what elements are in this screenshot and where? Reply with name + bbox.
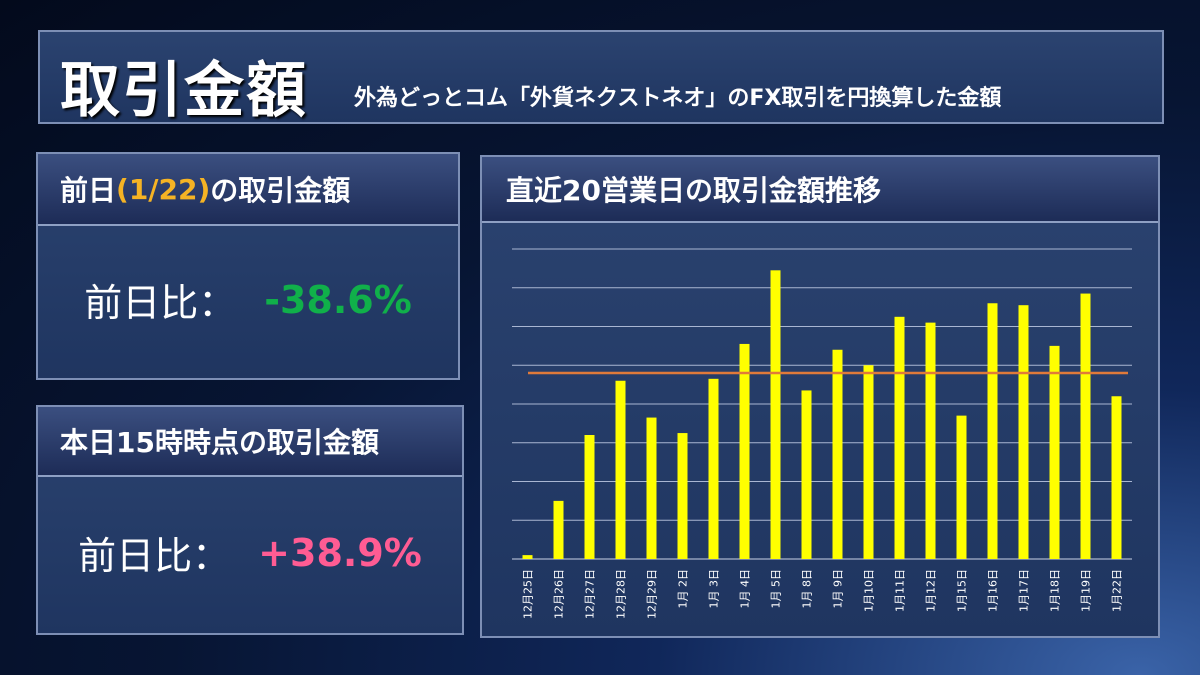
bar: [832, 349, 843, 559]
previous-day-stat-value: -38.6%: [264, 277, 412, 322]
bar: [708, 378, 719, 559]
bar: [584, 435, 595, 559]
bar: [894, 316, 905, 559]
bar-chart: 12月25日 12月26日 12月27日 12月28日 12月29日 1月 2日 1月 3日…: [512, 248, 1132, 619]
today-stat-label: 前日比：: [78, 534, 231, 578]
page-title: 取引金額: [60, 56, 308, 126]
previous-day-card-header: 前日 (1/22) の取引金額: [38, 154, 458, 226]
x-tick-label: 12月29日: [646, 569, 659, 619]
today-stat: 前日比： +38.9%: [38, 525, 462, 580]
bar: [553, 500, 564, 559]
today-card-header: 本日15時時点の取引金額: [38, 407, 462, 477]
x-tick-label: 1月22日: [1111, 569, 1124, 612]
today-stat-value: +38.9%: [258, 530, 422, 575]
chart-panel: 直近20営業日の取引金額推移 12月25日 12月26日 12月27日 12月28日 1…: [480, 155, 1160, 638]
bar: [615, 380, 626, 559]
x-tick-label: 1月 2日: [677, 569, 690, 609]
x-tick-label: 12月28日: [615, 569, 628, 619]
x-tick-label: 1月 9日: [832, 569, 845, 609]
previous-day-stat: 前日比： -38.6%: [38, 272, 458, 327]
x-tick-label: 1月 3日: [708, 569, 721, 609]
page-subtitle: 外為どっとコム「外貨ネクストネオ」のFX取引を円換算した金額: [354, 86, 1002, 111]
x-tick-label: 1月11日: [894, 569, 907, 612]
bar: [1018, 305, 1029, 559]
previous-day-title-prefix: 前日: [60, 174, 117, 207]
title-bar: 取引金額 外為どっとコム「外貨ネクストネオ」のFX取引を円換算した金額: [38, 30, 1164, 126]
previous-day-stat-label: 前日比：: [84, 281, 237, 325]
bar: [863, 365, 874, 559]
x-tick-label: 1月 4日: [739, 569, 752, 609]
bar: [925, 322, 936, 559]
x-tick-label: 1月16日: [987, 569, 1000, 612]
bar: [801, 390, 812, 559]
x-tick-label: 1月15日: [956, 569, 969, 612]
bar: [739, 343, 750, 559]
bar: [1080, 293, 1091, 559]
bar: [677, 433, 688, 559]
bar: [646, 417, 657, 559]
bar: [770, 270, 781, 559]
bar: [1111, 396, 1122, 559]
x-tick-label: 1月17日: [1018, 569, 1031, 612]
previous-day-card: 前日 (1/22) の取引金額 前日比： -38.6%: [36, 152, 460, 380]
bar: [1049, 345, 1060, 559]
x-tick-label: 1月10日: [863, 569, 876, 612]
x-tick-label: 1月19日: [1080, 569, 1093, 612]
bar: [956, 415, 967, 559]
x-tick-label: 1月12日: [925, 569, 938, 612]
x-tick-label: 12月27日: [584, 569, 597, 619]
x-tick-label: 1月 5日: [770, 569, 783, 609]
x-tick-label: 12月26日: [553, 569, 566, 619]
previous-day-date: (1/22): [116, 172, 211, 206]
bar: [987, 303, 998, 559]
chart-title: 直近20営業日の取引金額推移: [482, 157, 1158, 223]
today-card: 本日15時時点の取引金額 前日比： +38.9%: [36, 405, 464, 635]
previous-day-title-suffix: の取引金額: [210, 174, 351, 207]
x-tick-label: 1月18日: [1049, 569, 1062, 612]
bar: [522, 555, 533, 559]
x-tick-label: 12月25日: [522, 569, 535, 619]
x-tick-label: 1月 8日: [801, 569, 814, 609]
